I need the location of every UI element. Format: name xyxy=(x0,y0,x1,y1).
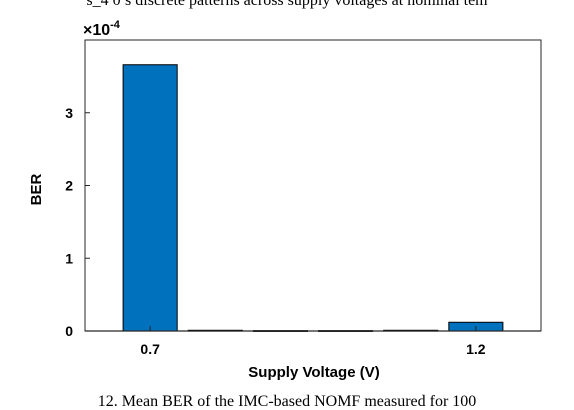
plot-area: 0 1 2 3 0.7 1.2 ×10-4 Supply Voltage (V) BER xyxy=(28,19,542,381)
caption-bottom: 12. Mean BER of the IMC-based NOMF measu… xyxy=(97,393,477,410)
y-tick-label-0: 0 xyxy=(65,323,73,339)
y-axis-label: BER xyxy=(28,173,45,205)
y-tick-label-2: 2 xyxy=(65,178,73,194)
x-axis-label: Supply Voltage (V) xyxy=(248,364,379,381)
y-tick-label-1: 1 xyxy=(65,250,73,266)
caption-top: s_4 0’s discrete patterns across supply … xyxy=(86,0,488,9)
y-tick-label-3: 3 xyxy=(65,105,73,121)
y-exponent-label: ×10-4 xyxy=(83,19,121,39)
x-tick-label-0.7: 0.7 xyxy=(140,341,160,357)
x-tick-label-1.2: 1.2 xyxy=(466,341,486,357)
bar-0.7 xyxy=(122,64,178,332)
